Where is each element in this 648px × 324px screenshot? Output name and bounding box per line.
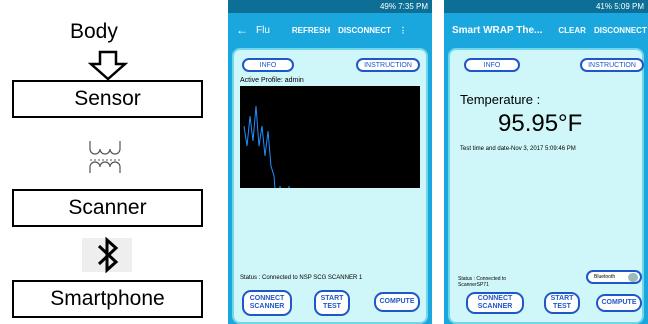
panel: INFO INSTRUCTION Temperature : 95.95°F T… — [448, 48, 644, 324]
toggle[interactable]: Bluetooth — [586, 270, 642, 284]
button-label: CONNECT — [478, 295, 513, 303]
diagram-shapes — [0, 0, 215, 324]
status-text: Status : Connected to NSP SCG SCANNER 1 — [240, 275, 362, 281]
node: Sensor — [12, 80, 203, 118]
battery: 49% — [380, 2, 396, 11]
button-label: COMPUTE — [602, 299, 637, 307]
button-label: COMPUTE — [380, 298, 415, 306]
temperature-label: Temperature : — [460, 92, 540, 107]
status-bar: 49% 7:35 PM — [228, 0, 432, 13]
page: Body Sensor Scanner Smartphone 49% 7:35 … — [0, 0, 648, 324]
panel: INFO INSTRUCTION Active Profile: admin S… — [232, 48, 428, 324]
node: Scanner — [12, 189, 203, 227]
signal-plot — [240, 86, 420, 188]
button-label: SCANNER — [250, 303, 285, 311]
status-line: ScannerSP71 — [458, 282, 506, 288]
phone-screen: 41% 5:09 PM Smart WRAP The... CLEAR DISCON… — [444, 0, 648, 324]
button[interactable]: INSTRUCTION — [580, 58, 644, 72]
button-label: START — [321, 295, 344, 303]
app-title: Smart WRAP The... — [452, 25, 542, 36]
toggle-label: Bluetooth — [594, 274, 615, 280]
button[interactable]: COMPUTE — [596, 294, 642, 312]
button[interactable]: INSTRUCTION — [356, 58, 420, 72]
button-label: SCANNER — [478, 303, 513, 311]
test-time: Test time and date-Nov 3, 2017 5:09:46 P… — [460, 146, 576, 152]
action[interactable]: DISCONNECT — [338, 26, 391, 35]
node: Smartphone — [12, 280, 203, 318]
button[interactable]: COMPUTE — [374, 292, 420, 312]
button-label: CONNECT — [250, 295, 285, 303]
action[interactable]: REFRESH — [292, 26, 330, 35]
time: 7:35 PM — [398, 2, 428, 11]
time: 5:09 PM — [614, 2, 644, 11]
button-label: START — [551, 295, 574, 303]
app-bar: Smart WRAP The... CLEAR DISCONNECT — [444, 13, 648, 47]
button[interactable]: INFO — [464, 58, 520, 72]
button-label: TEST — [323, 303, 341, 311]
profile: Active Profile: admin — [240, 77, 304, 84]
status-bar: 41% 5:09 PM — [444, 0, 648, 13]
action[interactable]: DISCONNECT — [594, 26, 647, 35]
button-label: TEST — [553, 303, 571, 311]
battery: 41% — [596, 2, 612, 11]
button[interactable]: INFO — [242, 58, 294, 72]
temperature: 95.95°F — [498, 110, 582, 138]
action[interactable]: CLEAR — [558, 26, 586, 35]
app-title: Flu — [256, 25, 270, 36]
